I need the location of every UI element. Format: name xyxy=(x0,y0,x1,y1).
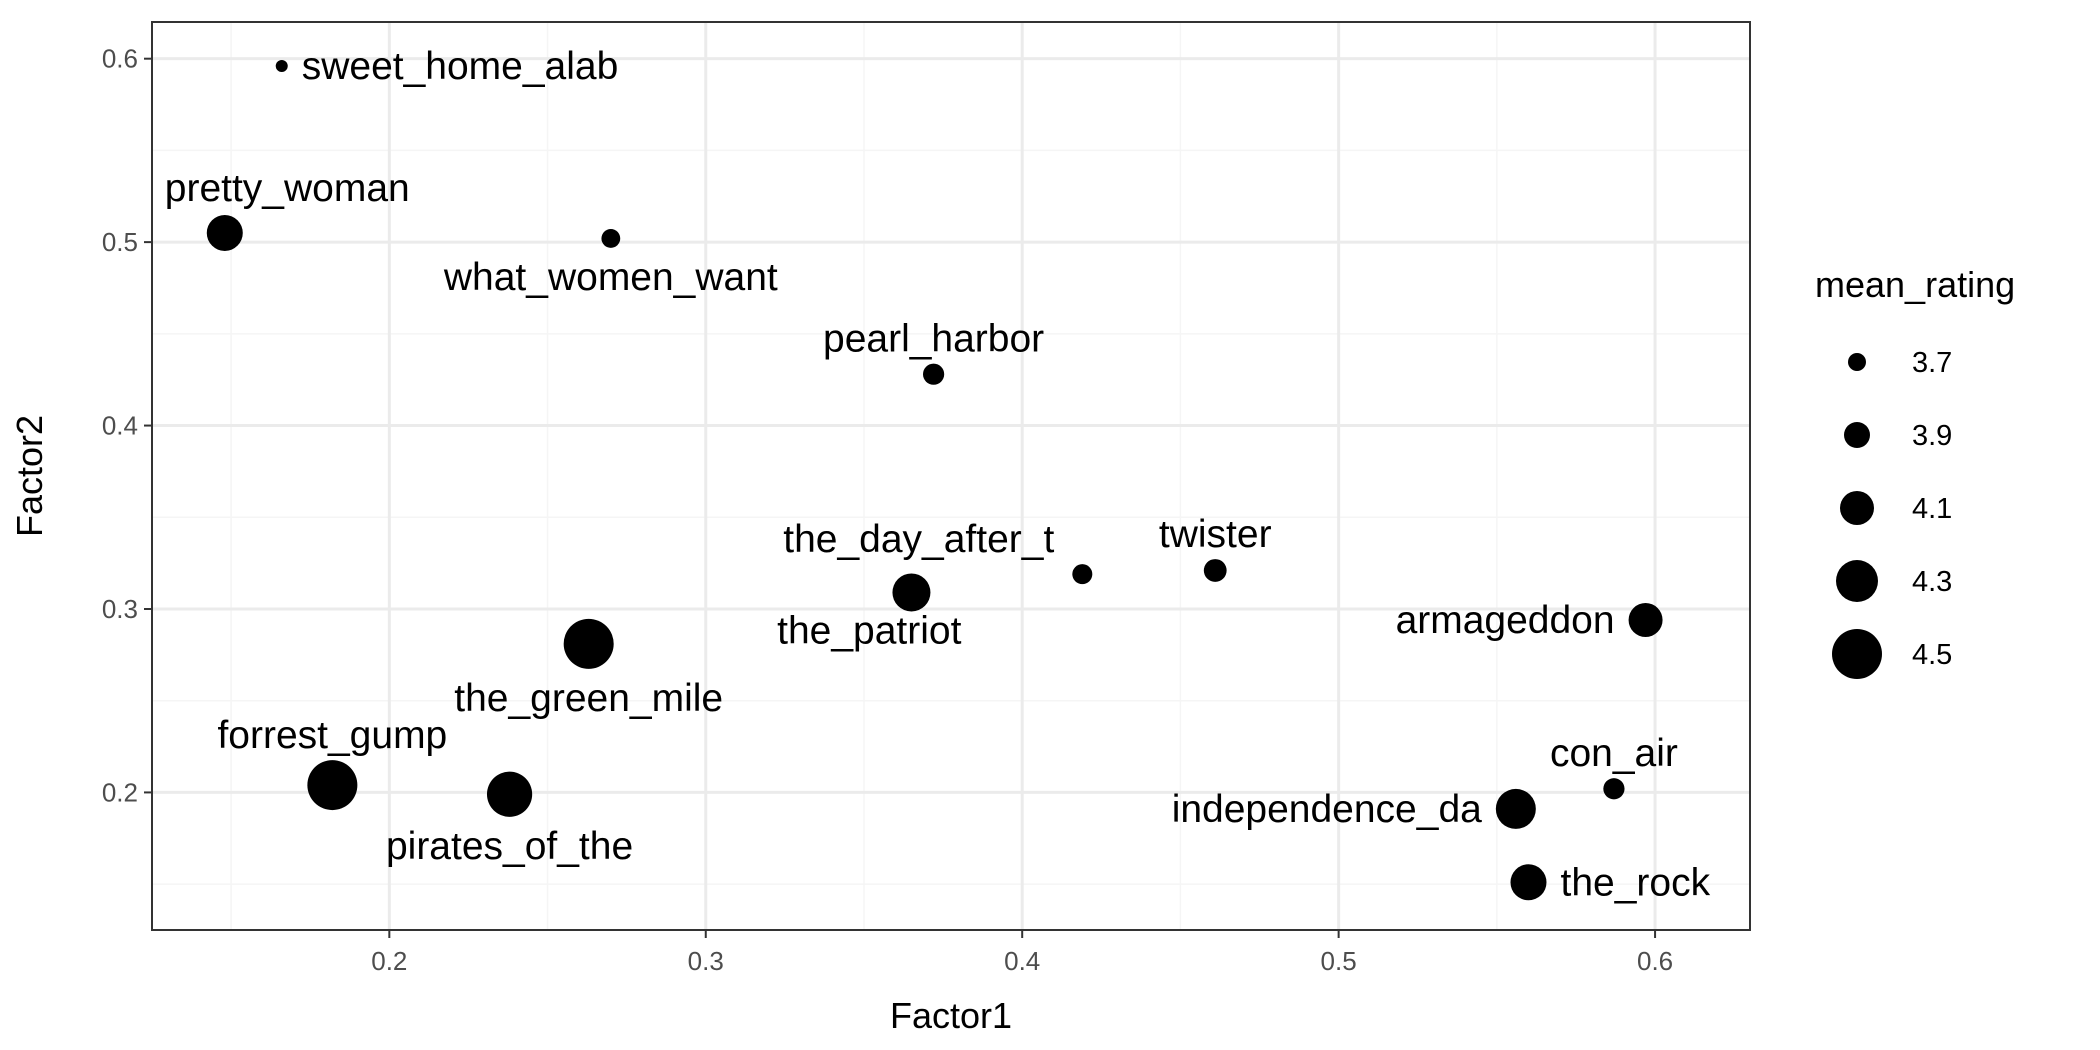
y-tick-label: 0.5 xyxy=(102,227,138,257)
data-point xyxy=(486,771,533,817)
data-point xyxy=(1603,778,1625,800)
y-tick-label: 0.6 xyxy=(102,44,138,74)
x-tick-label: 0.5 xyxy=(1321,946,1357,976)
point-label: the_patriot xyxy=(777,609,961,652)
data-point xyxy=(1495,788,1536,829)
point-label: armageddon xyxy=(1396,599,1615,642)
data-point xyxy=(892,573,931,612)
legend-label: 4.5 xyxy=(1912,639,1952,671)
point-label: sweet_home_alab xyxy=(302,45,619,88)
point-label: what_women_want xyxy=(443,256,778,299)
grid-minor xyxy=(152,22,1750,930)
points-layer xyxy=(206,60,1663,901)
data-point xyxy=(563,618,614,669)
legend-key xyxy=(1844,422,1870,448)
data-point xyxy=(922,363,945,385)
point-label: the_rock xyxy=(1560,861,1710,904)
x-tick-label: 0.3 xyxy=(688,946,724,976)
legend-label: 4.1 xyxy=(1912,493,1952,525)
data-point xyxy=(1628,602,1663,637)
point-label: pirates_of_the xyxy=(386,825,633,868)
data-point xyxy=(1072,564,1093,585)
point-label: independence_da xyxy=(1172,788,1482,831)
y-axis-title: Factor2 xyxy=(9,415,50,537)
point-label: pretty_woman xyxy=(165,167,410,210)
point-label: pearl_harbor xyxy=(823,318,1044,361)
point-label: the_day_after_t xyxy=(783,518,1054,561)
point-label: forrest_gump xyxy=(217,714,447,757)
data-point xyxy=(1510,864,1547,901)
data-point xyxy=(1203,559,1227,582)
x-axis-ticks: 0.2 0.3 0.4 0.5 0.6 xyxy=(371,930,1673,976)
labels-layer: sweet_home_alab pretty_woman what_women_wa… xyxy=(165,45,1711,904)
y-tick-label: 0.2 xyxy=(102,777,138,807)
legend-key xyxy=(1836,560,1878,602)
legend-key xyxy=(1848,353,1866,371)
data-point xyxy=(206,214,243,251)
data-point xyxy=(307,760,358,811)
y-tick-label: 0.3 xyxy=(102,594,138,624)
x-tick-label: 0.4 xyxy=(1004,946,1040,976)
legend: mean_rating 3.7 3.9 4.1 4.3 4.5 xyxy=(1815,264,2015,679)
legend-label: 3.9 xyxy=(1912,420,1952,452)
legend-key xyxy=(1840,491,1874,525)
point-label: con_air xyxy=(1550,732,1678,775)
y-tick-label: 0.4 xyxy=(102,411,138,441)
legend-key xyxy=(1832,629,1882,679)
grid-major xyxy=(152,22,1750,930)
x-tick-label: 0.6 xyxy=(1637,946,1673,976)
point-label: twister xyxy=(1159,513,1272,556)
legend-label: 4.3 xyxy=(1912,566,1952,598)
point-label: the_green_mile xyxy=(454,677,723,720)
legend-entries: 3.7 3.9 4.1 4.3 4.5 xyxy=(1832,347,1952,679)
panel-border xyxy=(151,21,1751,931)
x-axis-title: Factor1 xyxy=(890,995,1012,1036)
legend-label: 3.7 xyxy=(1912,347,1952,379)
data-point xyxy=(601,229,621,248)
legend-title: mean_rating xyxy=(1815,264,2015,305)
x-tick-label: 0.2 xyxy=(371,946,407,976)
panel-background xyxy=(152,22,1750,930)
y-axis-ticks: 0.2 0.3 0.4 0.5 0.6 xyxy=(102,44,152,807)
data-point xyxy=(275,60,288,73)
